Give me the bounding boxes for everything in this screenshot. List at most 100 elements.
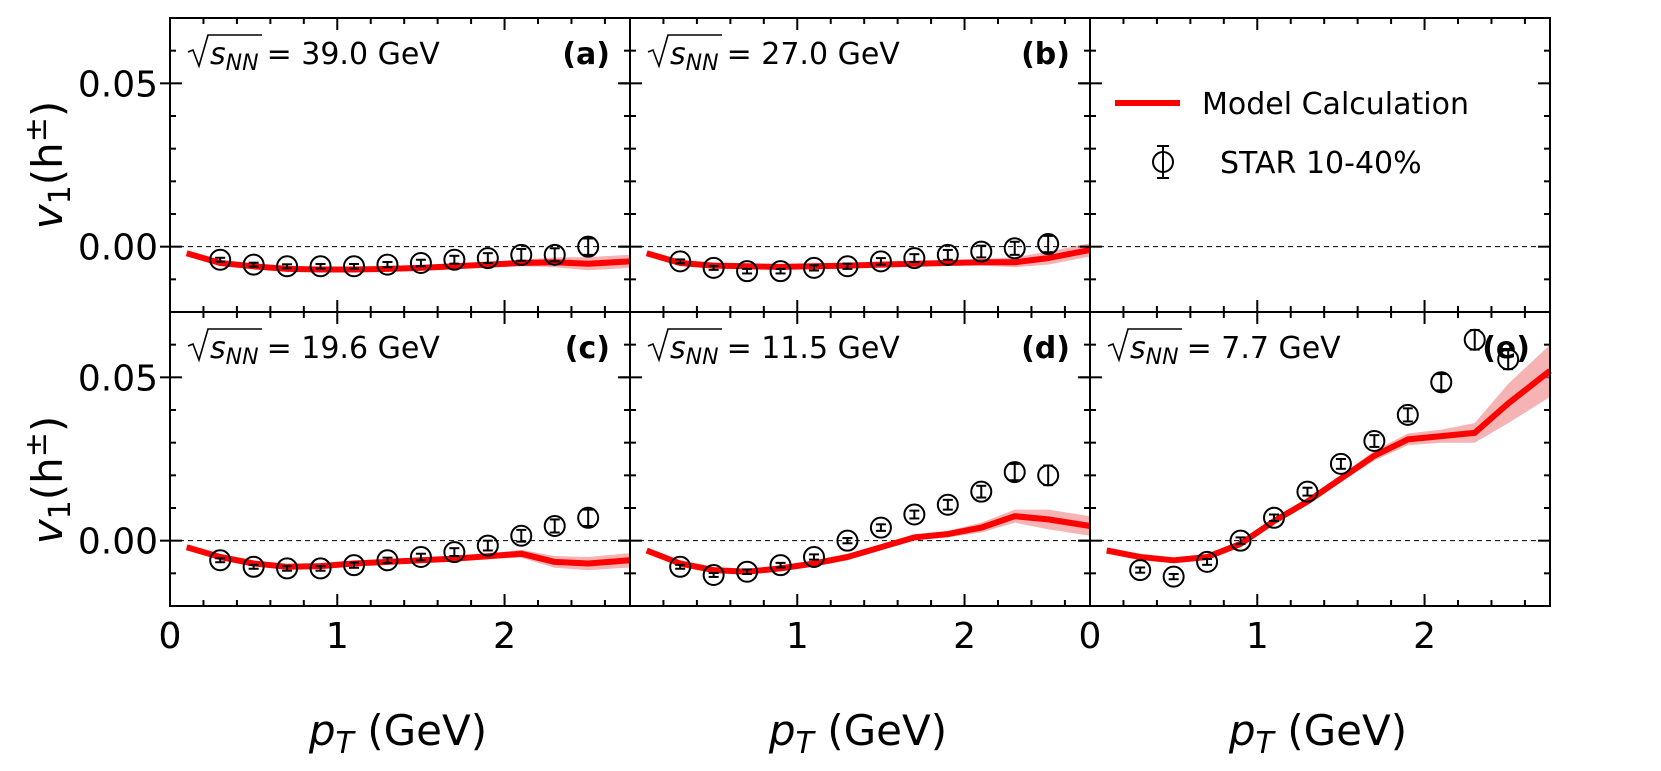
star-data-point — [936, 243, 959, 266]
ylabel-bottom: v1(h±) — [19, 416, 78, 545]
model-calculation-line — [1106, 368, 1552, 564]
sqrt-symbol — [647, 34, 722, 69]
star-data-point — [209, 248, 232, 271]
star-data-point — [1430, 371, 1453, 394]
star-marker — [669, 250, 692, 273]
star-data-point — [1003, 461, 1026, 484]
star-data-point — [1296, 480, 1319, 503]
sqrt-symbol — [1107, 328, 1182, 363]
x-tick-label: 1 — [326, 616, 349, 657]
star-marker — [1363, 430, 1386, 453]
sqrt-s: s — [670, 37, 686, 72]
star-marker — [476, 534, 499, 557]
xlabel-unit: (GeV) — [354, 706, 487, 755]
legend-star-marker — [1152, 151, 1174, 173]
star-marker — [1003, 237, 1026, 260]
legend: Model Calculation STAR 10-40% — [1115, 87, 1469, 181]
star-data-point — [276, 255, 299, 278]
energy-value: = 19.6 GeV — [267, 331, 441, 366]
star-marker — [1263, 506, 1285, 529]
star-marker — [836, 255, 859, 278]
panel-2: sNN = 27.0 GeV (b) — [620, 17, 1091, 313]
star-marker — [669, 555, 692, 578]
star-marker — [443, 248, 466, 271]
star-marker — [903, 503, 926, 526]
sqrt-s: s — [210, 331, 226, 366]
ylabel-sub: 1 — [43, 185, 78, 204]
x-tick-label: 2 — [1413, 616, 1436, 657]
ylabel-sup: ± — [19, 117, 54, 142]
star-data-point — [970, 480, 993, 503]
xlabel-sub: T — [796, 726, 817, 761]
star-marker — [1003, 461, 1026, 484]
sqrt-s-subscript: NN — [686, 345, 719, 370]
panel-tag: (a) — [562, 37, 610, 72]
sqrt-s: s — [1130, 331, 1146, 366]
star-data-point — [376, 253, 399, 276]
star-marker — [1196, 550, 1219, 573]
legend-star-label: STAR 10-40% — [1220, 146, 1422, 181]
star-marker — [1229, 529, 1252, 552]
ylabel-main: v — [23, 518, 72, 544]
ylabel-close: ) — [23, 416, 72, 432]
star-data-point — [869, 516, 892, 539]
star-marker — [376, 549, 399, 572]
star-data-point — [803, 546, 825, 568]
legend-model-label: Model Calculation — [1202, 87, 1469, 122]
star-marker — [1129, 559, 1152, 582]
y-tick-label: 0.00 — [78, 522, 158, 563]
star-data-point — [1037, 464, 1060, 487]
energy-label: sNN = 11.5 GeV — [670, 331, 900, 370]
star-marker — [736, 260, 759, 283]
star-marker — [702, 256, 725, 279]
energy-value: = 39.0 GeV — [267, 37, 441, 72]
xlabel-main: p — [1228, 706, 1256, 755]
sqrt-s-subscript: NN — [226, 51, 259, 76]
star-data-point — [1003, 237, 1026, 260]
y-tick-label: 0.05 — [78, 358, 158, 399]
x-tick-label: 1 — [786, 616, 809, 657]
star-marker — [276, 255, 299, 278]
xlabel-middle: pT (GeV) — [768, 706, 947, 761]
star-data-point — [510, 243, 533, 266]
star-marker — [309, 557, 332, 580]
star-data-point — [409, 252, 432, 274]
xlabel-main: p — [768, 706, 796, 755]
star-marker — [510, 243, 533, 266]
star-marker — [1497, 348, 1520, 371]
panel-tag: (e) — [1482, 331, 1530, 366]
ylabel-main: v — [23, 203, 72, 229]
xlabel-unit: (GeV) — [814, 706, 947, 755]
star-marker — [343, 554, 365, 577]
star-data-point — [1497, 348, 1520, 371]
star-marker — [510, 524, 533, 547]
star-marker — [970, 480, 993, 503]
sqrt-s-subscript: NN — [226, 345, 259, 370]
star-marker — [577, 235, 600, 258]
star-data-point — [1196, 550, 1219, 573]
star-marker — [376, 253, 399, 276]
sqrt-symbol — [647, 328, 722, 363]
star-marker — [702, 563, 725, 586]
star-marker — [209, 549, 232, 572]
star-marker — [1430, 371, 1453, 394]
star-marker — [409, 546, 432, 568]
panel-6: 0 1 2 sNN = 7.7 GeV (e) — [1079, 311, 1552, 657]
star-data-point — [443, 248, 466, 271]
sqrt-symbol — [187, 328, 262, 363]
star-marker — [409, 252, 432, 274]
y-tick-label: 0.00 — [78, 228, 158, 269]
sqrt-s: s — [670, 331, 686, 366]
star-marker — [769, 260, 792, 283]
star-data-point — [769, 260, 792, 283]
x-tick-label: 0 — [159, 616, 182, 657]
star-marker — [869, 516, 892, 539]
star-data-point — [543, 243, 566, 266]
ylabel-arg: (h — [23, 457, 72, 500]
star-data-point — [309, 557, 332, 580]
xlabel-unit: (GeV) — [1274, 706, 1407, 755]
sqrt-s: s — [210, 37, 226, 72]
star-data-point — [903, 503, 926, 526]
